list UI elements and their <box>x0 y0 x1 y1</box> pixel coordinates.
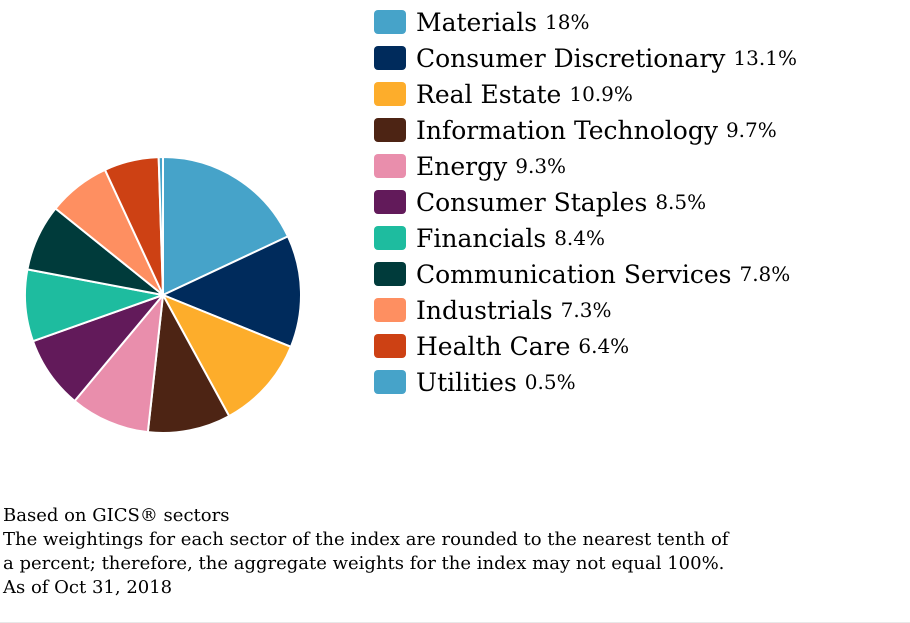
footnote-as-of-date: As of Oct 31, 2018 <box>3 577 173 598</box>
legend-swatch <box>374 370 406 394</box>
legend-item-materials: Materials 18% <box>374 4 797 40</box>
pie-slice-real-estate <box>162 294 292 418</box>
legend-label: Materials <box>416 7 538 37</box>
legend-swatch <box>374 10 406 34</box>
legend-value: 9.7% <box>725 118 777 142</box>
legend-item-financials: Financials 8.4% <box>374 220 797 256</box>
legend-label: Real Estate <box>416 79 562 109</box>
pie-slice-energy <box>73 294 164 434</box>
legend-label: Consumer Staples <box>416 187 648 217</box>
legend-item-health-care: Health Care 6.4% <box>374 328 797 364</box>
legend-value: 6.4% <box>578 334 630 358</box>
legend-swatch <box>374 46 406 70</box>
legend-swatch <box>374 118 406 142</box>
pie-chart <box>24 156 302 434</box>
legend-swatch <box>374 334 406 358</box>
legend-value: 10.9% <box>569 82 633 106</box>
pie-slice-information-technology <box>146 294 231 434</box>
pie-slice-materials <box>162 156 289 296</box>
footnote-rounding-2: a percent; therefore, the aggregate weig… <box>3 553 725 574</box>
legend-value: 7.8% <box>739 262 791 286</box>
legend-value: 7.3% <box>560 298 612 322</box>
legend-item-information-technology: Information Technology 9.7% <box>374 112 797 148</box>
legend-item-utilities: Utilities 0.5% <box>374 364 797 400</box>
legend-swatch <box>374 298 406 322</box>
legend-item-consumer-staples: Consumer Staples 8.5% <box>374 184 797 220</box>
legend-swatch <box>374 154 406 178</box>
legend-label: Utilities <box>416 367 517 397</box>
legend-label: Health Care <box>416 331 571 361</box>
legend-value: 8.4% <box>554 226 605 250</box>
legend-label: Energy <box>416 151 508 181</box>
legend-swatch <box>374 226 406 250</box>
legend-swatch <box>374 262 406 286</box>
legend-item-communication-services: Communication Services 7.8% <box>374 256 797 292</box>
legend-item-energy: Energy 9.3% <box>374 148 797 184</box>
chart-footnotes: Based on GICS® sectors The weightings fo… <box>3 504 728 600</box>
legend-item-industrials: Industrials 7.3% <box>374 292 797 328</box>
legend-label: Industrials <box>416 295 553 325</box>
legend-label: Financials <box>416 223 547 253</box>
footnote-gics: Based on GICS® sectors <box>3 505 230 526</box>
chart-legend: Materials 18% Consumer Discretionary 13.1% R… <box>374 4 797 400</box>
legend-label: Information Technology <box>416 115 718 145</box>
legend-item-consumer-discretionary: Consumer Discretionary 13.1% <box>374 40 797 76</box>
legend-value: 9.3% <box>515 154 567 178</box>
legend-value: 8.5% <box>655 190 707 214</box>
legend-swatch <box>374 82 406 106</box>
legend-label: Communication Services <box>416 259 732 289</box>
legend-swatch <box>374 190 406 214</box>
footnote-rounding-1: The weightings for each sector of the in… <box>3 529 729 550</box>
legend-label: Consumer Discretionary <box>416 43 726 73</box>
pie-slice-utilities <box>157 156 164 296</box>
legend-item-real-estate: Real Estate 10.9% <box>374 76 797 112</box>
legend-value: 0.5% <box>524 370 576 394</box>
legend-value: 18% <box>545 10 590 34</box>
legend-value: 13.1% <box>733 46 797 70</box>
pie-slice-consumer-discretionary <box>162 235 302 348</box>
